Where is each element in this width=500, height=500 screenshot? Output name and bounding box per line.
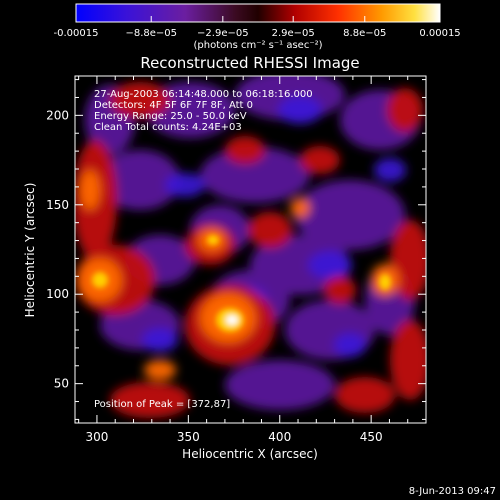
info-line: 27-Aug-2003 06:14:48.000 to 06:18:16.000 — [94, 89, 313, 100]
colorbar-tick-label: -0.00015 — [54, 28, 99, 39]
footer-timestamp: 8-Jun-2013 09:47 — [409, 486, 496, 497]
colorbar-tick-labels: -0.00015 −8.8e−05 −2.9e−05 2.9e−05 8.8e−05 0.… — [54, 28, 461, 39]
y-tick-label: 200 — [46, 108, 69, 122]
observation-info: 27-Aug-2003 06:14:48.000 to 06:18:16.000… — [94, 89, 313, 133]
y-tick-label: 100 — [46, 287, 69, 301]
colorbar-tick-label: 0.00015 — [419, 28, 460, 39]
x-tick-label: 350 — [177, 430, 200, 444]
x-axis-label: Heliocentric X (arcsec) — [182, 447, 318, 461]
x-tick-label: 400 — [268, 430, 291, 444]
y-axis-label: Heliocentric Y (arcsec) — [23, 183, 37, 318]
y-axis-ticks: 50 100 150 200 — [46, 79, 426, 420]
info-line: Energy Range: 25.0 - 50.0 keV — [94, 111, 247, 122]
y-tick-label: 150 — [46, 198, 69, 212]
plot-title: Reconstructed RHESSI Image — [140, 54, 359, 72]
x-axis-ticks: 300 350 400 450 — [78, 76, 427, 444]
info-line: Clean Total counts: 4.24E+03 — [94, 122, 242, 133]
x-tick-label: 450 — [360, 430, 383, 444]
peak-position-label: Position of Peak = [372,87] — [94, 399, 230, 410]
x-tick-label: 300 — [85, 430, 108, 444]
rhessi-image — [75, 76, 426, 423]
colorbar-ticks — [75, 16, 441, 22]
colorbar-tick-label: 2.9e−05 — [272, 28, 315, 39]
colorbar — [75, 3, 441, 23]
colorbar-tick-label: −8.8e−05 — [125, 28, 177, 39]
colorbar-tick-label: 8.8e−05 — [343, 28, 386, 39]
plot-frame — [74, 75, 427, 424]
y-tick-label: 50 — [54, 377, 69, 391]
info-line: Detectors: 4F 5F 6F 7F 8F, Att 0 — [94, 100, 253, 111]
colorbar-tick-label: −2.9e−05 — [197, 28, 249, 39]
colorbar-units-label: (photons cm⁻² s⁻¹ asec⁻²) — [193, 40, 322, 51]
